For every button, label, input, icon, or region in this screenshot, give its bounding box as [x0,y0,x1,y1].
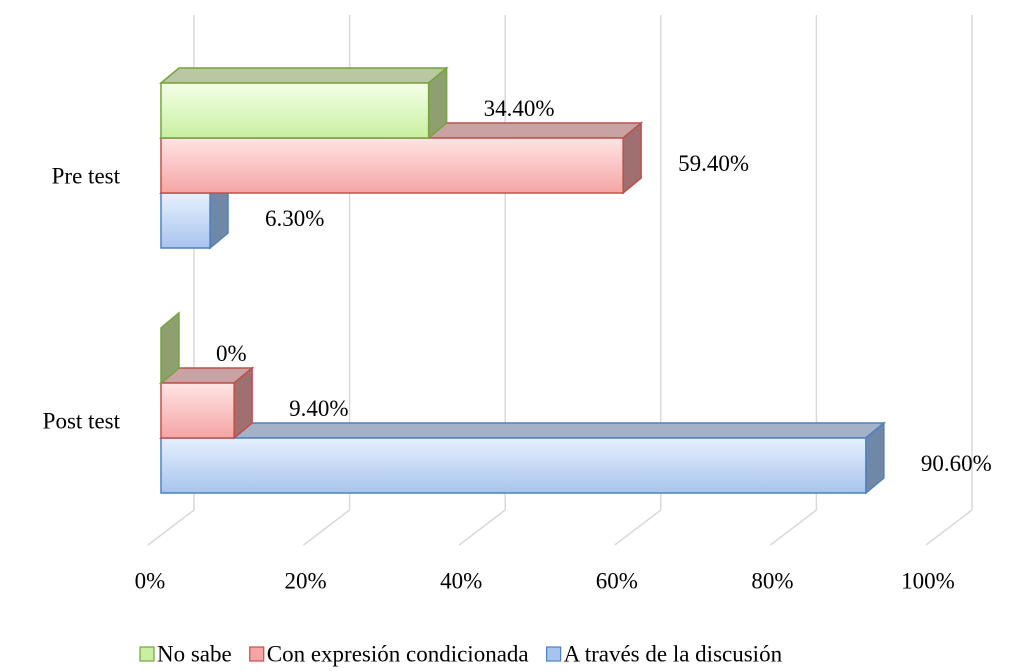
floor-grid-line [925,509,973,546]
legend-swatch [249,646,265,662]
data-label: 34.40% [484,96,555,121]
bar [160,137,624,194]
bar [160,82,430,139]
floor-grid-line [303,509,351,546]
legend-swatch [546,646,562,662]
x-tick-label: 80% [751,568,793,593]
bar [160,437,867,494]
bar [160,192,211,249]
x-tick-label: 60% [596,568,638,593]
bar-top [158,67,449,84]
data-label: 90.60% [921,451,992,476]
x-tick-label: 40% [440,568,482,593]
legend-label: No sabe [157,641,232,666]
x-tick-label: 100% [901,568,955,593]
floor-grid-line [147,509,195,546]
y-tick-label: Pre test [52,163,121,188]
bar-top [158,422,886,439]
floor-grid-line [458,509,506,546]
x-tick-label: 0% [135,568,166,593]
x-tick-label: 20% [285,568,327,593]
legend-label: A través de la discusión [564,641,783,666]
y-tick-label: Post test [43,408,121,433]
data-label: 0% [216,341,247,366]
floor-grid-line [769,509,817,546]
bar [160,382,235,439]
floor-grid-line [614,509,662,546]
bar-side [160,311,180,385]
data-label: 6.30% [265,206,324,231]
legend-swatch [139,646,155,662]
data-label: 59.40% [678,151,749,176]
legend-label: Con expresión condicionada [267,641,529,666]
data-label: 9.40% [289,396,348,421]
